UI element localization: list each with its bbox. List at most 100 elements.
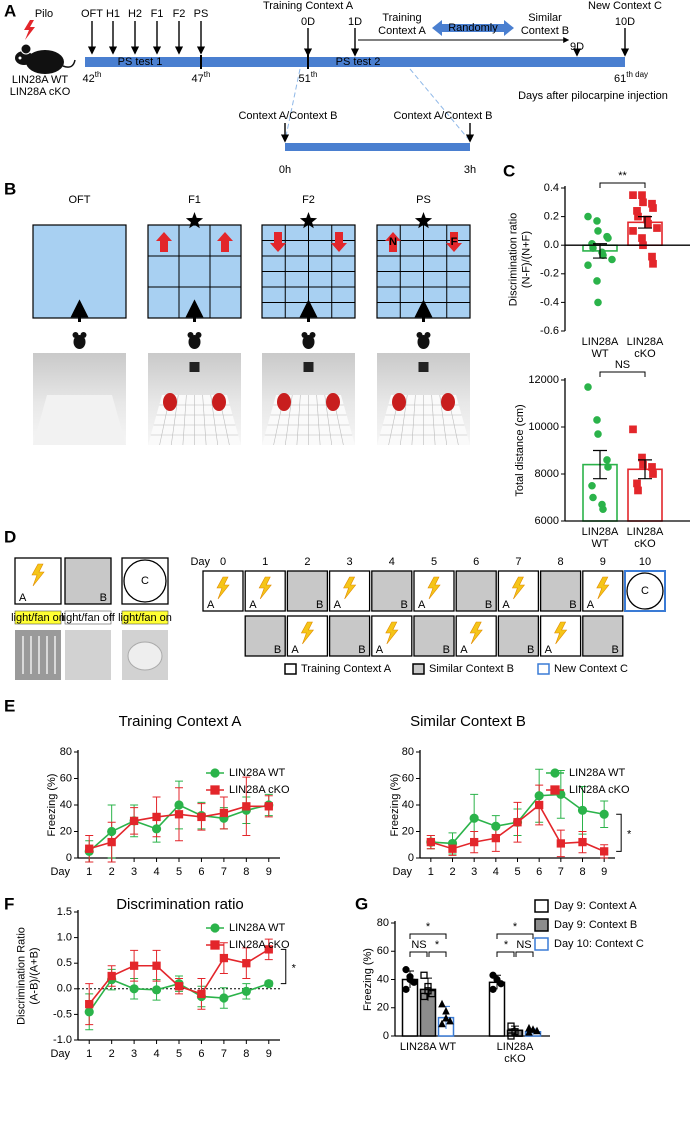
context-letter: A: [334, 599, 342, 611]
object-photo: [326, 393, 340, 411]
day-number: 42: [83, 73, 95, 85]
context-circle: [123, 559, 167, 603]
y-tick-label: 20: [60, 825, 72, 837]
x-tick-label: 9: [266, 1048, 272, 1060]
marker: [438, 1019, 446, 1028]
x-tick-label: 3: [131, 866, 137, 878]
context-box: [455, 570, 497, 612]
object-label: N: [389, 236, 397, 248]
context-letter: B: [100, 592, 107, 604]
marker: [599, 809, 609, 819]
object-arrow: [446, 232, 462, 252]
test-label: H1: [106, 8, 120, 20]
legend-label: Training Context A: [301, 663, 392, 675]
shock-icon: [511, 576, 526, 600]
shock-icon: [596, 576, 610, 600]
marker: [603, 456, 611, 464]
panel-label: G: [355, 894, 368, 913]
random-label: Randomly: [448, 22, 498, 34]
x-tick-label-box: LIN28A cKO: [627, 526, 664, 550]
sig-label: NS: [516, 939, 531, 951]
zoom-line: [409, 68, 471, 142]
marker: [210, 940, 220, 950]
floor-grid: [170, 394, 179, 446]
x-tick-label-box: LIN28A WT: [399, 1041, 457, 1053]
floor-grid: [284, 394, 293, 446]
shock-icon: [343, 576, 357, 600]
x-tick-label: LIN28A WT: [399, 1041, 457, 1053]
condition-label: light/fan off: [61, 612, 116, 624]
test-label: H2: [128, 8, 142, 20]
panel-label: A: [4, 1, 16, 20]
mouse-icon: [416, 332, 423, 338]
marker: [629, 227, 637, 235]
day-number: 0: [220, 556, 226, 568]
x-tick-label: 9: [601, 866, 607, 878]
error-bar: [593, 243, 607, 259]
marker: [264, 802, 273, 811]
x-tick-label-box: LIN28A WT: [582, 526, 619, 550]
session-time: 3h: [464, 164, 476, 176]
legend-label: Day 9: Context A: [554, 900, 637, 912]
marker: [649, 259, 657, 268]
marker: [534, 791, 544, 801]
legend-swatch: [284, 663, 297, 675]
marker: [638, 191, 646, 199]
marker: [107, 826, 117, 837]
marker: [197, 989, 206, 999]
star-cue: [185, 212, 204, 229]
x-tick-label: 8: [243, 866, 249, 878]
marker: [511, 1028, 519, 1036]
event-day: 1D: [348, 16, 362, 28]
marker: [644, 219, 652, 228]
mouse-icon: [301, 332, 308, 338]
marker: [151, 985, 162, 995]
y-tick-label: 0.0: [57, 983, 72, 995]
context-letter: B: [274, 644, 281, 656]
marker: [550, 785, 560, 795]
marker: [493, 975, 501, 984]
session-bar: [285, 143, 470, 151]
x-tick-label: 4: [153, 866, 159, 878]
day-number: 2: [304, 556, 310, 568]
legend-swatch: [534, 899, 549, 913]
object-arrow: [331, 232, 347, 252]
sig-bracket: [599, 182, 646, 188]
object-arrow: [385, 232, 401, 252]
marker: [599, 505, 607, 514]
marker: [577, 805, 588, 815]
x-tick-label: 7: [221, 1048, 227, 1060]
marker: [584, 383, 592, 391]
shock-icon: [554, 621, 568, 645]
marker: [515, 1029, 523, 1037]
marker: [593, 277, 601, 285]
object-photo: [441, 393, 455, 411]
marker: [594, 227, 602, 235]
mouse-icon: [302, 335, 315, 349]
marker: [653, 224, 661, 232]
x-tick-label: 8: [579, 866, 585, 878]
object-photo: [212, 393, 226, 411]
shock-icon: [216, 576, 230, 600]
star-cue: [414, 212, 433, 229]
timeline-bar: [85, 57, 625, 67]
marker: [608, 255, 616, 264]
marker: [402, 966, 410, 974]
context-box: [286, 570, 329, 612]
object-arrow: [156, 232, 172, 252]
x-tick-label: 1: [428, 866, 434, 878]
marker: [442, 1006, 450, 1015]
mouse-icon: [15, 20, 76, 74]
y-axis-title: Discrimination Ratio: [15, 927, 27, 1025]
marker: [649, 204, 657, 212]
x-tick-label-box: LIN28A cKO: [497, 1041, 534, 1065]
event-title: Training Context A: [263, 0, 354, 12]
day-suffix: th: [95, 70, 102, 79]
context-letter: A: [502, 599, 510, 611]
y-tick-label: 6000: [535, 515, 559, 527]
marker: [649, 470, 657, 478]
legend-label: LIN28A cKO: [229, 939, 290, 951]
y-tick-label: 8000: [535, 468, 559, 480]
marker: [489, 971, 497, 979]
shock-icon: [385, 621, 399, 645]
